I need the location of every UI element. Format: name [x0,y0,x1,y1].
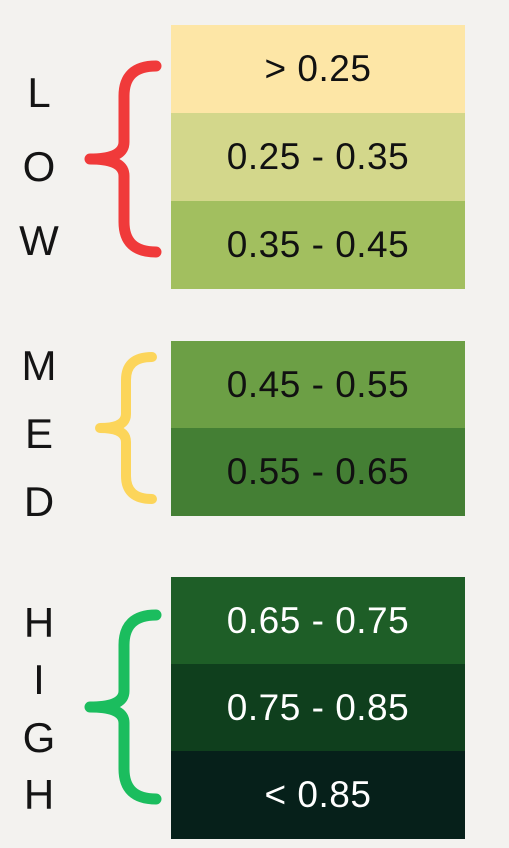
letter: O [22,143,56,190]
range-row: 0.75 - 0.85 [171,664,465,751]
letter: H [23,599,55,646]
brace-med [95,352,157,504]
brace-high [84,609,162,805]
range-row: > 0.25 [171,25,465,113]
range-label: > 0.25 [264,48,372,89]
range-row: 0.65 - 0.75 [171,577,465,664]
brace-low-path [84,60,162,258]
range-label: < 0.85 [264,774,372,815]
range-label: 0.65 - 0.75 [226,599,410,641]
group-high-stack: 0.65 - 0.75 0.75 - 0.85 < 0.85 [171,577,465,839]
group-low-stack: > 0.25 0.25 - 0.35 0.35 - 0.45 [171,25,465,289]
range-row: 0.45 - 0.55 [171,341,465,428]
group-low-letters: L O W [0,72,78,262]
group-high-letters: H I G H [0,602,78,816]
letter: G [22,713,56,761]
letter: I [33,656,45,704]
range-label: 0.55 - 0.65 [226,451,410,492]
range-label: 0.75 - 0.85 [226,686,410,728]
range-label: 0.45 - 0.55 [226,363,410,405]
brace-high-path [84,609,162,805]
range-row: 0.55 - 0.65 [171,428,465,516]
letter: W [19,217,59,264]
range-row: 0.25 - 0.35 [171,113,465,201]
range-row: 0.35 - 0.45 [171,201,465,289]
brace-low [84,60,162,258]
group-med-stack: 0.45 - 0.55 0.55 - 0.65 [171,341,465,516]
range-label: 0.25 - 0.35 [226,136,410,177]
range-row: < 0.85 [171,751,465,839]
group-med-letters: M E D [0,345,78,523]
letter: D [23,478,55,525]
letter: M [21,342,57,389]
letter: H [23,770,55,818]
letter: L [27,69,51,116]
brace-med-path [95,352,157,504]
letter: E [24,410,53,457]
range-label: 0.35 - 0.45 [226,224,410,265]
